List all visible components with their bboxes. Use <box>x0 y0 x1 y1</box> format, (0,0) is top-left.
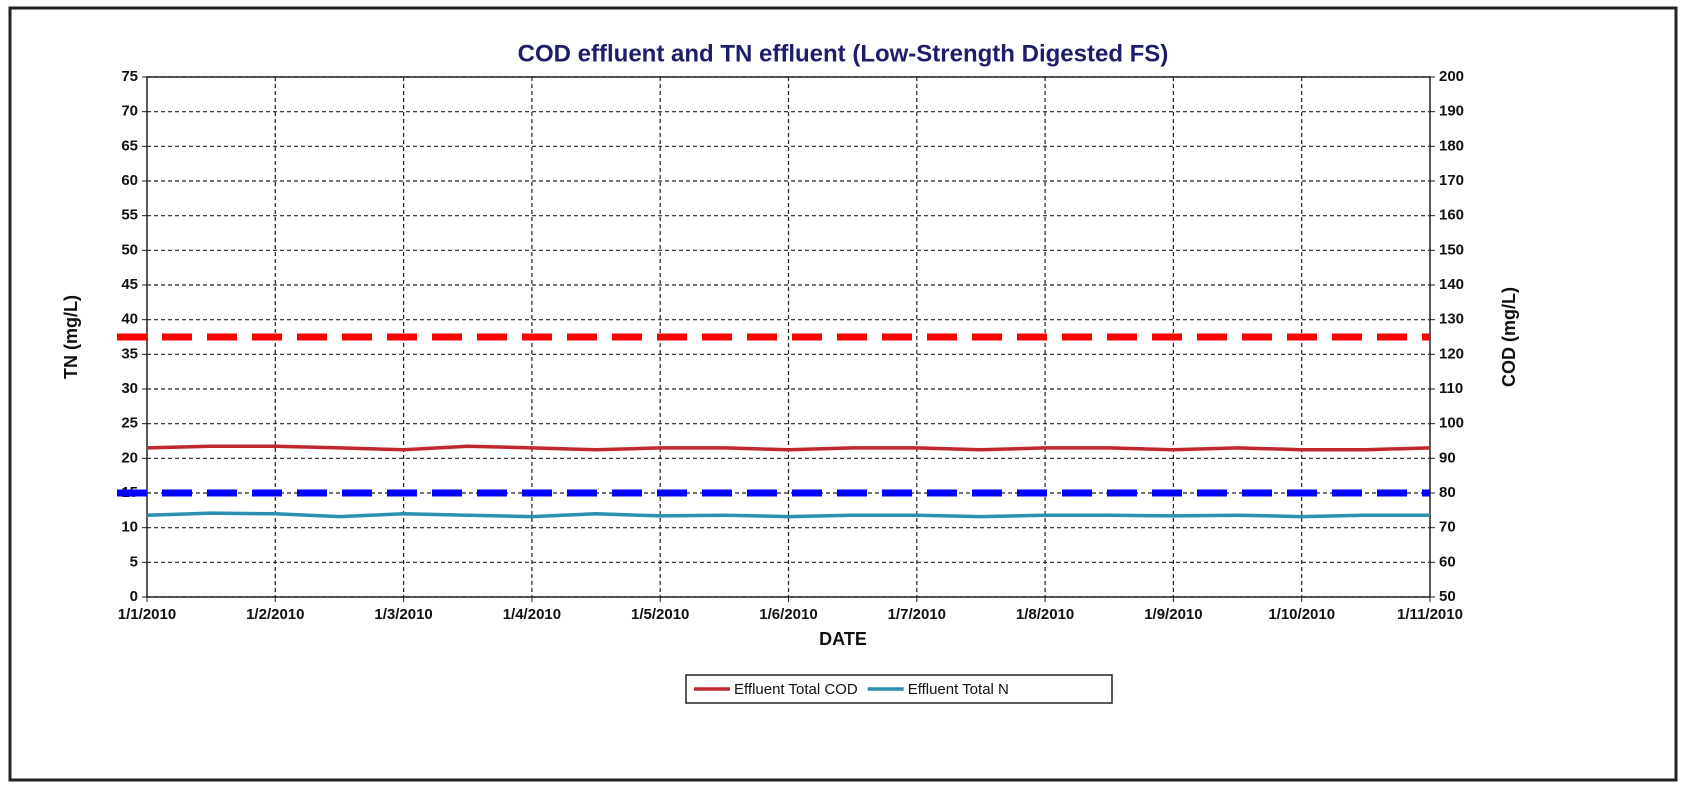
y2-tick-label: 130 <box>1439 311 1464 328</box>
y-tick-label: 70 <box>121 103 138 120</box>
y-tick-label: 20 <box>121 449 138 466</box>
x-tick-label: 1/9/2010 <box>1144 606 1202 623</box>
x-tick-label: 1/2/2010 <box>246 606 304 623</box>
frame <box>8 6 1678 782</box>
y2-tick-label: 90 <box>1439 449 1456 466</box>
y-tick-label: 30 <box>121 380 138 397</box>
x-tick-label: 1/4/2010 <box>503 606 561 623</box>
y2-tick-label: 100 <box>1439 415 1464 432</box>
y2-tick-label: 190 <box>1439 103 1464 120</box>
x-tick-label: 1/3/2010 <box>374 606 432 623</box>
legend-label: Effluent Total N <box>908 681 1009 698</box>
y2-tick-label: 200 <box>1439 68 1464 85</box>
x-axis-label: DATE <box>819 629 867 649</box>
y2-tick-label: 170 <box>1439 172 1464 189</box>
series-line <box>146 444 1431 452</box>
y2-tick-label: 120 <box>1439 345 1464 362</box>
legend-label: Effluent Total COD <box>734 681 858 698</box>
y-tick-label: 60 <box>121 172 138 189</box>
y-tick-label: 35 <box>121 345 138 362</box>
y2-tick-label: 140 <box>1439 276 1464 293</box>
x-tick-label: 1/5/2010 <box>631 606 689 623</box>
y-tick-label: 25 <box>121 415 138 432</box>
y-tick-label: 65 <box>121 137 138 154</box>
y-axis-label: TN (mg/L) <box>61 295 81 379</box>
y2-tick-label: 80 <box>1439 484 1456 501</box>
y2-tick-label: 110 <box>1439 380 1463 397</box>
y-tick-label: 50 <box>121 241 138 258</box>
x-tick-label: 1/1/2010 <box>118 606 176 623</box>
y2-axis-label: COD (mg/L) <box>1499 287 1519 387</box>
x-tick-label: 1/10/2010 <box>1268 606 1335 623</box>
y-tick-label: 5 <box>130 553 138 570</box>
x-tick-label: 1/6/2010 <box>759 606 817 623</box>
y2-tick-label: 60 <box>1439 553 1456 570</box>
y-tick-label: 40 <box>121 311 138 328</box>
y2-tick-label: 150 <box>1439 241 1464 258</box>
y2-tick-label: 180 <box>1439 137 1464 154</box>
y-tick-label: 0 <box>130 588 138 605</box>
series-line <box>146 511 1430 519</box>
y2-tick-label: 160 <box>1439 207 1464 224</box>
x-tick-label: 1/11/2010 <box>1397 606 1463 623</box>
y-tick-label: 10 <box>121 519 138 536</box>
y2-tick-label: 50 <box>1439 588 1456 605</box>
y-tick-label: 55 <box>121 207 138 224</box>
y-tick-label: 45 <box>121 276 138 293</box>
y2-tick-label: 70 <box>1439 519 1456 536</box>
chart-title: COD effluent and TN effluent (Low-Streng… <box>518 40 1169 67</box>
x-tick-label: 1/8/2010 <box>1016 606 1074 623</box>
y-tick-label: 75 <box>121 68 138 85</box>
x-tick-label: 1/7/2010 <box>888 606 946 623</box>
